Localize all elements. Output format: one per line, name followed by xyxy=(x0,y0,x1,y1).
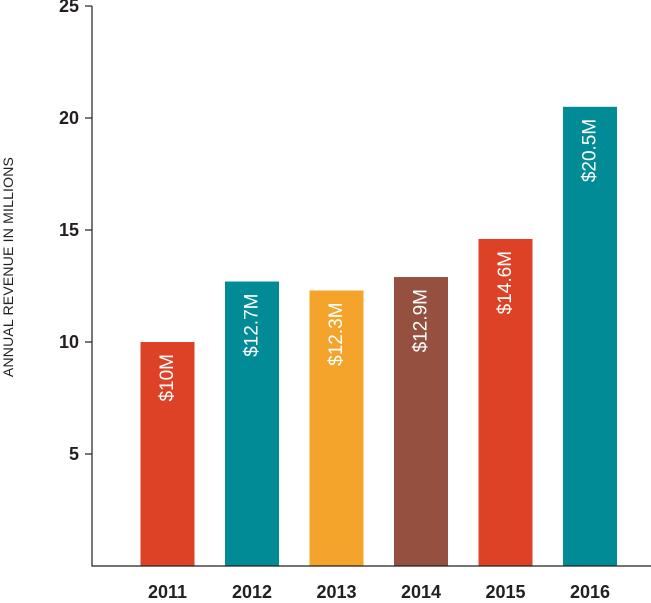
x-tick-label: 2015 xyxy=(485,582,525,602)
x-tick-label: 2016 xyxy=(570,582,610,602)
x-axis: 2011 2012 2013 2014 2015 2016 xyxy=(148,582,610,602)
bar-2014 xyxy=(394,277,448,566)
bar-labels-group: $10M $12.7M $12.3M $12.9M $14.6M $20.5M xyxy=(157,119,601,402)
x-tick-label: 2012 xyxy=(232,582,272,602)
y-axis-title: ANNUAL REVENUE IN MILLIONS xyxy=(0,157,16,377)
y-tick-label: 20 xyxy=(59,108,79,128)
bar-value-label: $12.9M xyxy=(411,289,432,352)
bar-value-label: $12.7M xyxy=(242,294,263,357)
y-tick-label: 5 xyxy=(69,444,79,464)
bar-value-label: $10M xyxy=(157,354,178,402)
axis-lines xyxy=(91,6,651,567)
x-tick-label: 2011 xyxy=(148,582,187,602)
bar-value-label: $20.5M xyxy=(580,119,601,182)
y-tick-label: 15 xyxy=(59,220,79,240)
bar-2015 xyxy=(478,238,533,566)
y-tick-label: 25 xyxy=(59,0,79,16)
bars-group xyxy=(140,106,617,567)
bar-value-label: $12.3M xyxy=(326,302,347,365)
x-tick-label: 2014 xyxy=(401,582,441,602)
bar-2011 xyxy=(140,342,195,566)
y-axis: 5 10 15 20 25 xyxy=(59,0,92,464)
y-tick-label: 10 xyxy=(59,332,79,352)
bar-2012 xyxy=(225,281,279,566)
x-tick-label: 2013 xyxy=(316,582,356,602)
bar-value-label: $14.6M xyxy=(495,251,516,314)
bar-2016 xyxy=(563,106,617,567)
bar-2013 xyxy=(309,290,364,566)
